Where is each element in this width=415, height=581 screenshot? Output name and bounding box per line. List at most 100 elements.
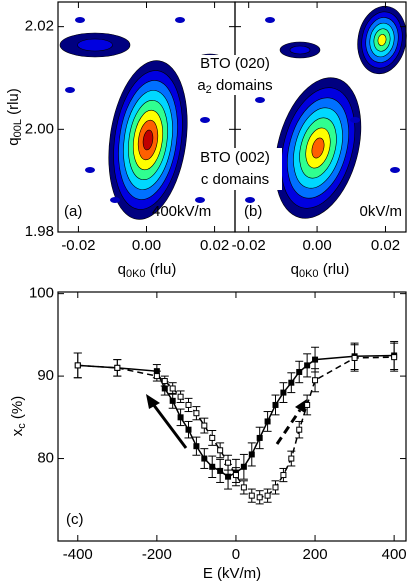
y-tick-label: 2.00 bbox=[25, 120, 54, 137]
marker bbox=[296, 426, 303, 433]
marker bbox=[153, 373, 160, 380]
x-axis-label: q0K0 (rlu) bbox=[291, 261, 350, 280]
marker bbox=[351, 354, 358, 361]
marker bbox=[232, 472, 239, 479]
marker bbox=[161, 385, 168, 392]
annotation: c domains bbox=[201, 171, 269, 188]
y-tick-label: 100 bbox=[29, 285, 54, 302]
panel-label: (a) bbox=[64, 203, 82, 220]
marker bbox=[256, 434, 263, 441]
marker bbox=[296, 368, 303, 375]
marker bbox=[169, 397, 176, 404]
x-tick-label: 0.02 bbox=[200, 237, 229, 254]
label-bg bbox=[188, 148, 282, 190]
marker bbox=[280, 472, 287, 479]
field-label: 400kV/m bbox=[152, 203, 211, 220]
x-tick-label: 0.00 bbox=[132, 237, 161, 254]
marker bbox=[248, 451, 255, 458]
arrow bbox=[151, 403, 188, 449]
panel-c-frame bbox=[57, 291, 407, 542]
marker bbox=[161, 378, 168, 385]
marker bbox=[201, 422, 208, 429]
contour bbox=[265, 17, 275, 23]
contour bbox=[175, 17, 185, 23]
marker bbox=[288, 379, 295, 386]
y-axis-label: xc (%) bbox=[9, 396, 28, 437]
label-bg bbox=[188, 55, 282, 95]
marker bbox=[177, 414, 184, 421]
marker bbox=[240, 484, 247, 491]
marker bbox=[177, 393, 184, 400]
marker bbox=[304, 401, 311, 408]
marker bbox=[193, 443, 200, 450]
marker bbox=[304, 362, 311, 369]
contour-maps bbox=[59, 5, 407, 220]
contour bbox=[245, 197, 255, 203]
x-tick-label: -400 bbox=[63, 546, 93, 563]
panel-label: (b) bbox=[244, 203, 262, 220]
marker bbox=[264, 492, 271, 499]
y-tick-label: 2.02 bbox=[25, 18, 54, 35]
contour bbox=[195, 197, 205, 203]
x-tick-label: 200 bbox=[303, 546, 328, 563]
marker bbox=[312, 377, 319, 384]
x-axis-label: E (kV/m) bbox=[203, 565, 261, 581]
contour bbox=[200, 117, 210, 123]
panel-b-frame bbox=[234, 1, 407, 233]
contour bbox=[255, 97, 265, 103]
arrow-head bbox=[146, 394, 160, 409]
arrow bbox=[275, 409, 302, 445]
marker bbox=[201, 455, 208, 462]
contour bbox=[142, 129, 154, 151]
marker bbox=[256, 494, 263, 501]
marker bbox=[114, 364, 121, 371]
marker bbox=[288, 455, 295, 462]
x-axis-label: q0K0 (rlu) bbox=[118, 261, 177, 280]
contour bbox=[85, 167, 95, 173]
marker bbox=[391, 354, 398, 361]
marker bbox=[240, 463, 247, 470]
marker bbox=[193, 410, 200, 417]
y-axis-label: q00L (rlu) bbox=[5, 88, 24, 146]
marker bbox=[248, 492, 255, 499]
marker bbox=[169, 385, 176, 392]
marker bbox=[312, 356, 319, 363]
marker bbox=[209, 434, 216, 441]
y-tick-label: 80 bbox=[37, 450, 54, 467]
marker bbox=[217, 467, 224, 474]
field-label: 0kV/m bbox=[359, 203, 402, 220]
x-tick-label: -200 bbox=[142, 546, 172, 563]
annotation: BTO (020) bbox=[200, 55, 270, 72]
marker bbox=[217, 447, 224, 454]
annotation: a2 domains bbox=[197, 77, 272, 96]
marker bbox=[225, 473, 232, 480]
annotation: BTO (002) bbox=[200, 149, 270, 166]
contour bbox=[289, 45, 311, 55]
x-tick-label: -0.02 bbox=[232, 237, 266, 254]
x-tick-label: 0.02 bbox=[371, 237, 400, 254]
x-tick-label: 0 bbox=[232, 546, 240, 563]
y-tick-label: 90 bbox=[37, 367, 54, 384]
contour bbox=[65, 87, 75, 93]
marker bbox=[225, 459, 232, 466]
panel-label: (c) bbox=[66, 511, 84, 528]
x-tick-label: 400 bbox=[382, 546, 407, 563]
contour bbox=[390, 167, 400, 173]
contour bbox=[350, 117, 360, 123]
x-tick-label: 0.00 bbox=[302, 237, 331, 254]
marker bbox=[209, 463, 216, 470]
contour bbox=[110, 197, 120, 203]
contour bbox=[75, 17, 85, 23]
marker bbox=[280, 389, 287, 396]
marker bbox=[185, 426, 192, 433]
contour bbox=[377, 34, 387, 46]
marker bbox=[272, 401, 279, 408]
y-tick-label: 1.98 bbox=[25, 223, 54, 240]
arrow-head bbox=[295, 399, 307, 413]
contour bbox=[311, 137, 325, 159]
marker bbox=[74, 362, 81, 369]
marker bbox=[264, 418, 271, 425]
marker bbox=[185, 401, 192, 408]
contour bbox=[77, 38, 113, 52]
